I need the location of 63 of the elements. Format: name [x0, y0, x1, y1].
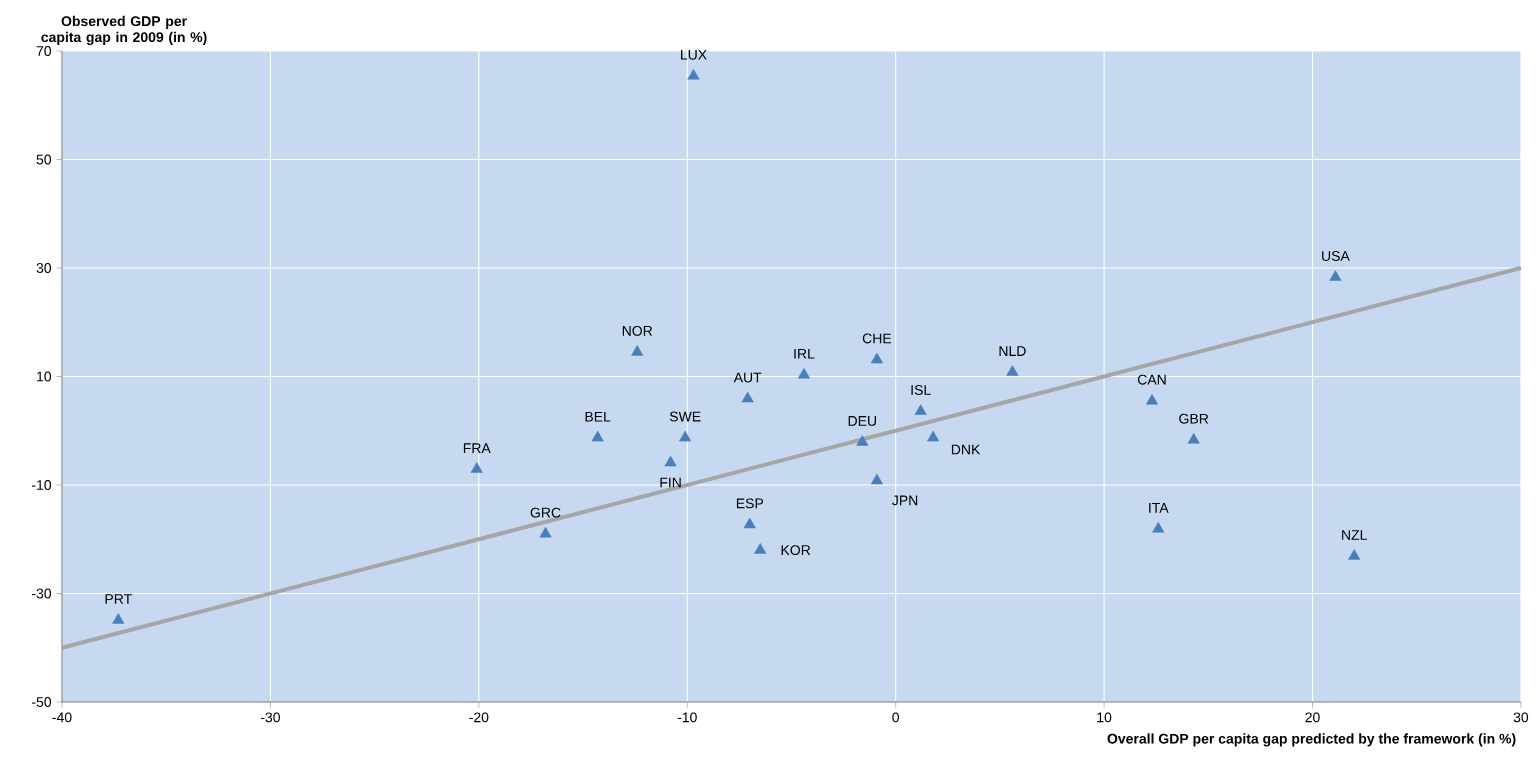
annotation: SWE — [669, 411, 701, 422]
point — [741, 391, 754, 403]
annotation: PRT — [105, 594, 132, 604]
annotation: USA — [1322, 251, 1350, 261]
y-tick-label: 30 — [36, 263, 52, 273]
y-tick-label: 10 — [37, 371, 52, 382]
point — [664, 455, 677, 467]
point — [591, 430, 604, 442]
point — [914, 404, 927, 415]
annotation: NOR — [622, 325, 653, 336]
point — [112, 613, 125, 624]
x-tick-label: 10 — [1097, 712, 1112, 723]
annotation: GRC — [530, 507, 561, 518]
annotation: AUT — [733, 372, 762, 383]
annotation: NZL — [1342, 530, 1367, 540]
annotation: CHE — [862, 333, 892, 344]
annotation: ITA — [1149, 503, 1169, 513]
y-tick-label: -30 — [32, 588, 52, 599]
annotation: FIN — [660, 477, 681, 488]
point — [856, 435, 869, 446]
point — [1348, 549, 1361, 560]
point — [1329, 270, 1342, 281]
y-axis-title: Observed GDP per capita gap in 2009 (in %) — [41, 15, 207, 45]
annotation: DEU — [848, 416, 877, 426]
point — [797, 367, 811, 379]
x-tick-label: -40 — [52, 712, 72, 723]
annotation: ESP — [736, 498, 764, 509]
y-tick-label: 50 — [36, 154, 52, 165]
annotation: DNK — [951, 444, 981, 455]
x-tick-label: 20 — [1305, 712, 1320, 723]
annotation: KOR — [781, 545, 811, 556]
y-tick-label: 70 — [36, 46, 52, 56]
point — [539, 526, 552, 538]
annotation: BEL — [585, 411, 611, 422]
annotation: NLD — [999, 346, 1026, 356]
annotation: GBR — [1179, 413, 1209, 424]
annotation: ISL — [911, 385, 931, 395]
point — [754, 543, 767, 554]
annotation: JPN — [892, 495, 918, 506]
point — [1145, 393, 1159, 405]
point — [927, 430, 940, 442]
point — [687, 69, 700, 80]
annotation: FRA — [463, 443, 491, 453]
x-tick-label: -10 — [677, 712, 697, 723]
point — [679, 430, 692, 442]
y-tick-label: -50 — [32, 697, 52, 707]
x-tick-label: -30 — [260, 712, 280, 723]
point — [870, 352, 883, 364]
point — [1187, 433, 1200, 444]
y-tick-label: -10 — [32, 480, 52, 490]
point — [1152, 521, 1165, 533]
point — [631, 345, 644, 356]
x-tick-label: 0 — [892, 712, 900, 723]
point — [870, 473, 883, 485]
x-tick-label: -20 — [469, 712, 489, 723]
annotation: CAN — [1137, 374, 1166, 385]
point — [470, 462, 483, 473]
annotation: LUX — [681, 49, 707, 60]
point — [743, 517, 756, 529]
annotation: IRL — [794, 348, 815, 359]
point — [1006, 365, 1019, 376]
x-tick-label: 30 — [1513, 712, 1529, 723]
x-axis-title: Overall GDP per capita gap predicted by the framework (in %) — [1107, 733, 1516, 747]
